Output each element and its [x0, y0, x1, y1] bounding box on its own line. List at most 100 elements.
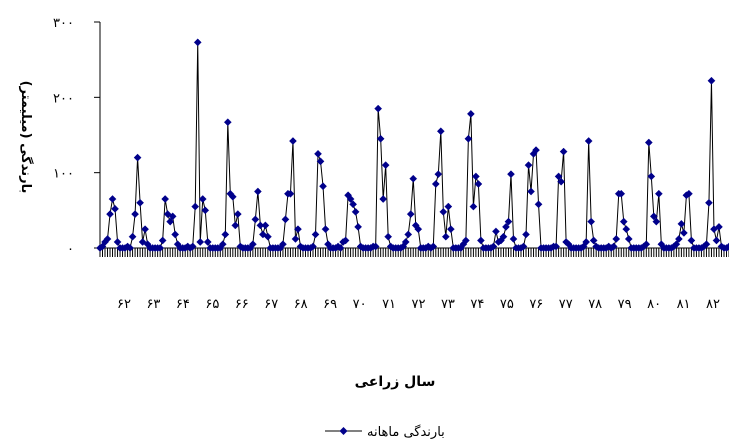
data-point [609, 242, 618, 251]
data-point [441, 232, 450, 241]
series-monthly-rainfall [96, 38, 729, 252]
data-point [715, 223, 723, 231]
x-tick-label: ۷۶ [529, 297, 543, 312]
data-point [103, 235, 112, 243]
data-point [168, 212, 177, 221]
x-tick-label: ۷۹ [618, 297, 632, 312]
data-point [131, 210, 139, 218]
legend: بارندگی ماهانه [325, 424, 445, 440]
data-point [409, 174, 418, 183]
data-point [166, 217, 175, 226]
data-point [464, 134, 473, 143]
data-point [705, 198, 713, 207]
x-tick-label: ۷۱ [382, 297, 396, 312]
data-point [346, 195, 355, 203]
x-tick-label: ۶۶ [235, 297, 249, 312]
data-point [319, 182, 327, 191]
data-point [502, 223, 510, 231]
data-point [702, 240, 711, 249]
series-line [99, 42, 729, 249]
data-point [141, 225, 149, 234]
x-tick-label: ۸۲ [706, 297, 720, 312]
data-point [221, 230, 230, 239]
data-point [509, 235, 518, 243]
data-point [712, 236, 721, 245]
data-point [649, 212, 658, 221]
x-tick-label: ۶۴ [176, 297, 190, 312]
data-point [374, 104, 383, 113]
data-point [191, 202, 200, 211]
data-point [492, 227, 500, 236]
data-point [499, 232, 508, 241]
data-point [534, 200, 543, 209]
data-point [522, 230, 530, 239]
data-point [674, 235, 683, 243]
data-point [253, 187, 262, 196]
data-point [401, 238, 410, 246]
data-point [138, 238, 147, 246]
data-point [612, 235, 621, 243]
data-point [431, 180, 440, 188]
data-point [677, 220, 686, 228]
data-point [349, 200, 357, 209]
data-point [554, 172, 563, 181]
x-tick-label: ۶۷ [264, 297, 278, 312]
data-point [472, 172, 480, 181]
data-point [264, 232, 272, 241]
data-point [218, 240, 227, 249]
data-point [336, 244, 345, 252]
x-tick-label: ۷۸ [588, 297, 602, 312]
data-point [294, 225, 302, 234]
data-point [414, 225, 423, 234]
data-point [469, 202, 478, 211]
data-point [504, 217, 513, 226]
x-tick-label: ۷۰ [353, 297, 367, 312]
data-point [527, 187, 535, 196]
data-point [519, 242, 528, 251]
data-point [171, 230, 180, 239]
data-point [654, 189, 663, 198]
y-tick-label: ۲۰۰ [53, 91, 74, 106]
data-point [261, 221, 270, 230]
data-point [474, 180, 483, 188]
data-point [404, 230, 413, 239]
data-point [467, 110, 475, 118]
data-point [279, 240, 287, 249]
data-point [106, 210, 114, 218]
data-point [354, 223, 362, 231]
data-point [113, 238, 122, 246]
x-tick-label: ۷۳ [441, 297, 455, 312]
data-point [156, 244, 165, 252]
x-tick-label: ۶۳ [146, 297, 160, 312]
data-point [489, 242, 498, 251]
x-tick-label: ۷۲ [412, 297, 426, 312]
x-tick-label: ۸۱ [677, 297, 691, 312]
data-point [381, 161, 390, 170]
data-point [311, 230, 320, 239]
data-point [434, 170, 443, 179]
data-point [532, 146, 540, 154]
data-point [198, 195, 207, 203]
data-point [248, 240, 257, 249]
data-point [286, 189, 295, 198]
x-tick-label: ۶۵ [205, 297, 219, 312]
data-point [376, 134, 385, 143]
data-point [111, 204, 119, 213]
data-point [436, 127, 445, 136]
y-tick-label: ۰ [67, 242, 74, 257]
data-point [687, 236, 696, 245]
data-point [233, 210, 242, 218]
data-point [309, 242, 317, 251]
data-point [231, 221, 240, 230]
data-point [680, 229, 688, 237]
x-tick-label: ۶۸ [294, 297, 308, 312]
data-point [647, 172, 656, 181]
data-point [589, 236, 598, 245]
data-point [384, 232, 393, 241]
data-point [289, 137, 297, 145]
y-tick-label: ۱۰۰ [53, 167, 74, 182]
data-point [341, 236, 350, 245]
data-point [507, 170, 515, 179]
data-point [707, 76, 716, 85]
data-point [314, 149, 322, 158]
